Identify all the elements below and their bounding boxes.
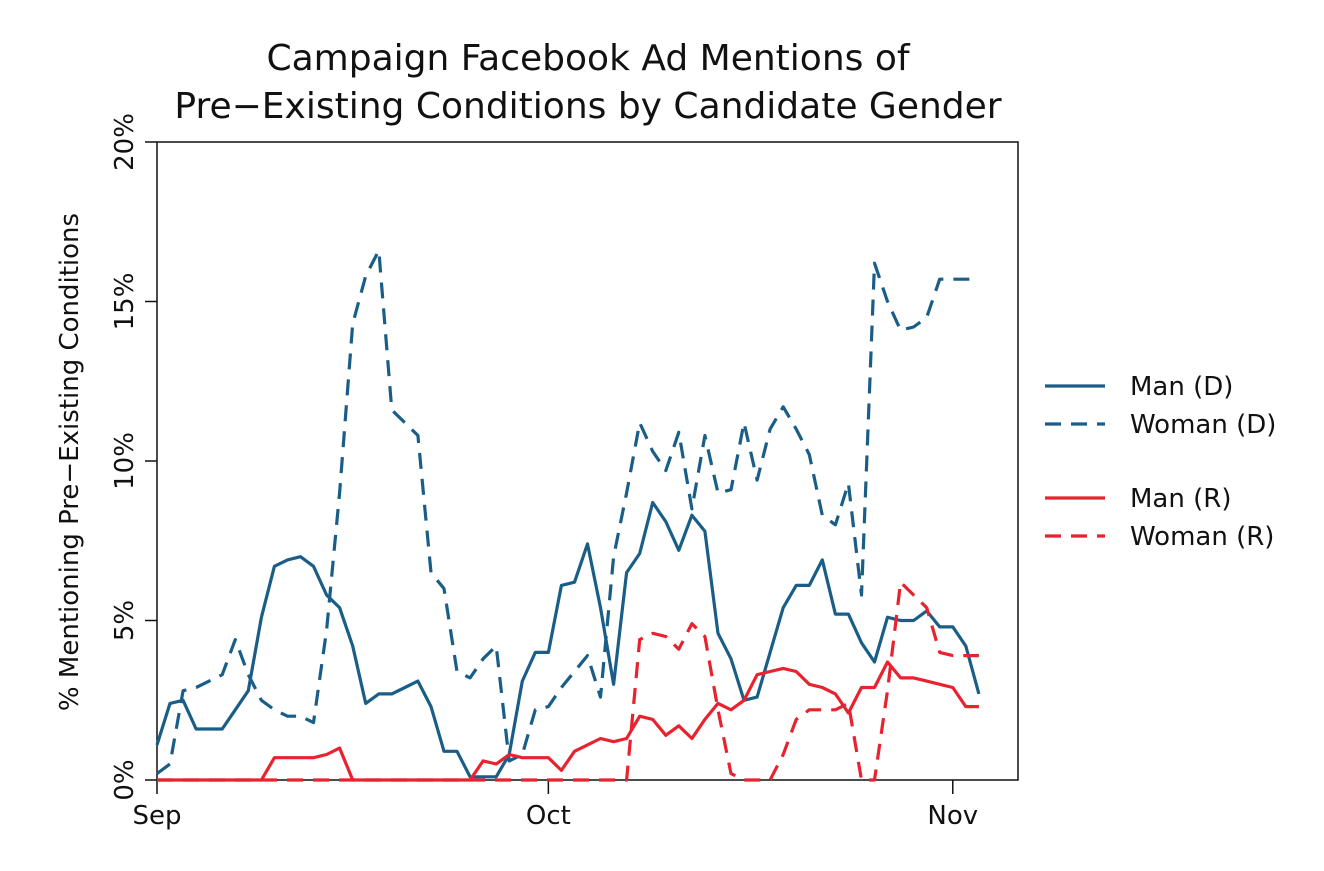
y-tick-label: 15% bbox=[110, 273, 140, 331]
chart-title-line-1: Campaign Facebook Ad Mentions of bbox=[266, 38, 910, 79]
x-tick-label: Nov bbox=[927, 801, 978, 831]
legend: Man (D) Woman (D) Man (R) Woman (R) bbox=[1045, 372, 1276, 552]
y-axis-label: % Mentioning Pre−Existing Conditions bbox=[55, 213, 85, 711]
legend-label-woman-r: Woman (R) bbox=[1130, 522, 1274, 552]
y-tick-label: 20% bbox=[110, 113, 140, 171]
series-line-woman-r bbox=[157, 580, 979, 782]
x-tick-label: Oct bbox=[526, 801, 571, 831]
chart-title-line-2: Pre−Existing Conditions by Candidate Gen… bbox=[174, 86, 1001, 127]
legend-label-man-r: Man (R) bbox=[1130, 484, 1231, 514]
y-tick-label: 10% bbox=[110, 432, 140, 490]
legend-label-woman-d: Woman (D) bbox=[1130, 410, 1276, 440]
series-line-man-r bbox=[157, 660, 979, 782]
plot-frame bbox=[156, 141, 1019, 781]
series-line-man-d bbox=[155, 500, 981, 779]
series-layer bbox=[155, 248, 981, 782]
legend-label-man-d: Man (D) bbox=[1130, 372, 1233, 402]
y-tick-label: 5% bbox=[110, 600, 140, 641]
x-tick-label: Sep bbox=[132, 801, 181, 831]
y-tick-label: 0% bbox=[110, 759, 140, 800]
series-line-woman-d bbox=[156, 248, 979, 775]
